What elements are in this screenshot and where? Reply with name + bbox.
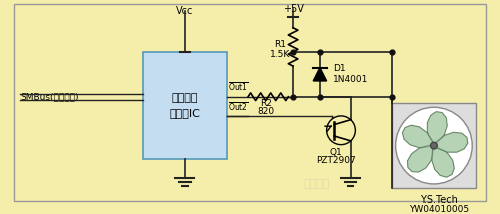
Polygon shape bbox=[408, 146, 434, 172]
Text: R1: R1 bbox=[274, 40, 285, 49]
Circle shape bbox=[396, 107, 472, 184]
Text: $\overline{\rm Out1}$: $\overline{\rm Out1}$ bbox=[228, 82, 248, 94]
Text: 数字温度: 数字温度 bbox=[172, 93, 198, 103]
Text: 1N4001: 1N4001 bbox=[334, 74, 368, 83]
Circle shape bbox=[430, 142, 438, 149]
Text: D1: D1 bbox=[334, 64, 346, 73]
Text: 820: 820 bbox=[258, 107, 275, 116]
Circle shape bbox=[326, 116, 356, 145]
Polygon shape bbox=[313, 68, 326, 81]
Text: PZT2907: PZT2907 bbox=[316, 156, 356, 165]
Text: Y.S.Tech: Y.S.Tech bbox=[420, 195, 458, 205]
Polygon shape bbox=[402, 125, 434, 148]
Polygon shape bbox=[434, 132, 468, 152]
Text: $\overline{\rm Out2}$: $\overline{\rm Out2}$ bbox=[228, 101, 248, 113]
Text: Vcc: Vcc bbox=[176, 6, 194, 16]
Text: +5V: +5V bbox=[282, 4, 304, 14]
Text: SMBus(至控制器): SMBus(至控制器) bbox=[20, 92, 78, 101]
Text: R2: R2 bbox=[260, 99, 272, 108]
Bar bbox=[142, 52, 227, 159]
Polygon shape bbox=[428, 112, 448, 146]
Text: 电子发烧: 电子发烧 bbox=[304, 179, 330, 189]
Text: YW04010005: YW04010005 bbox=[408, 205, 469, 214]
Text: 传感器IC: 传感器IC bbox=[170, 108, 200, 118]
Text: Q1: Q1 bbox=[330, 149, 342, 158]
Bar bbox=[392, 103, 476, 188]
Text: 1.5K: 1.5K bbox=[270, 50, 290, 59]
Polygon shape bbox=[432, 146, 454, 177]
